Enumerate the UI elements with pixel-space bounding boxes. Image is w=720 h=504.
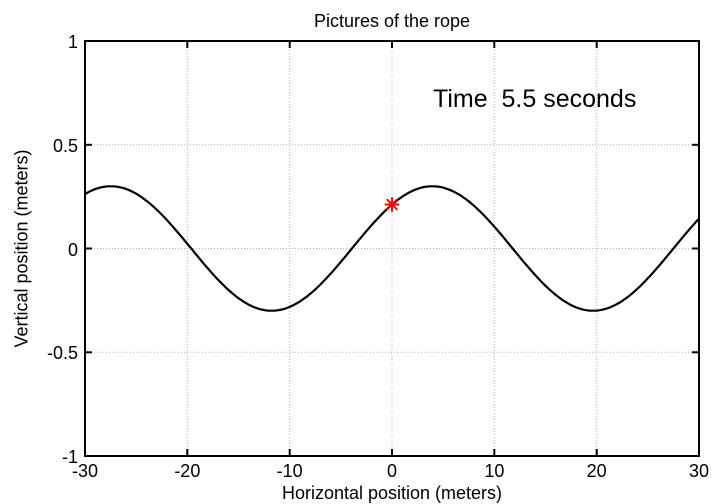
rope-marker bbox=[384, 197, 400, 212]
y-tick-label: 1 bbox=[67, 32, 78, 52]
x-tick-label: 30 bbox=[688, 461, 710, 481]
time-annotation: Time 5.5 seconds bbox=[433, 85, 637, 113]
x-tick-label: 0 bbox=[386, 461, 397, 481]
x-axis-label: Horizontal position (meters) bbox=[281, 483, 503, 503]
x-tick-label: 10 bbox=[484, 461, 505, 481]
plot-title: Pictures of the rope bbox=[313, 11, 471, 31]
plot-border bbox=[84, 40, 700, 457]
y-tick-label: -0.5 bbox=[46, 343, 78, 364]
x-tick-label: -30 bbox=[71, 461, 98, 481]
x-tick-label: 20 bbox=[586, 461, 607, 481]
y-tick-label: 0 bbox=[67, 239, 78, 260]
y-tick-label: 0.5 bbox=[52, 135, 78, 156]
y-tick-label: -1 bbox=[61, 447, 78, 467]
x-tick-label: -10 bbox=[276, 461, 303, 481]
x-tick-label: -20 bbox=[174, 461, 201, 481]
grid-lines bbox=[85, 41, 699, 456]
